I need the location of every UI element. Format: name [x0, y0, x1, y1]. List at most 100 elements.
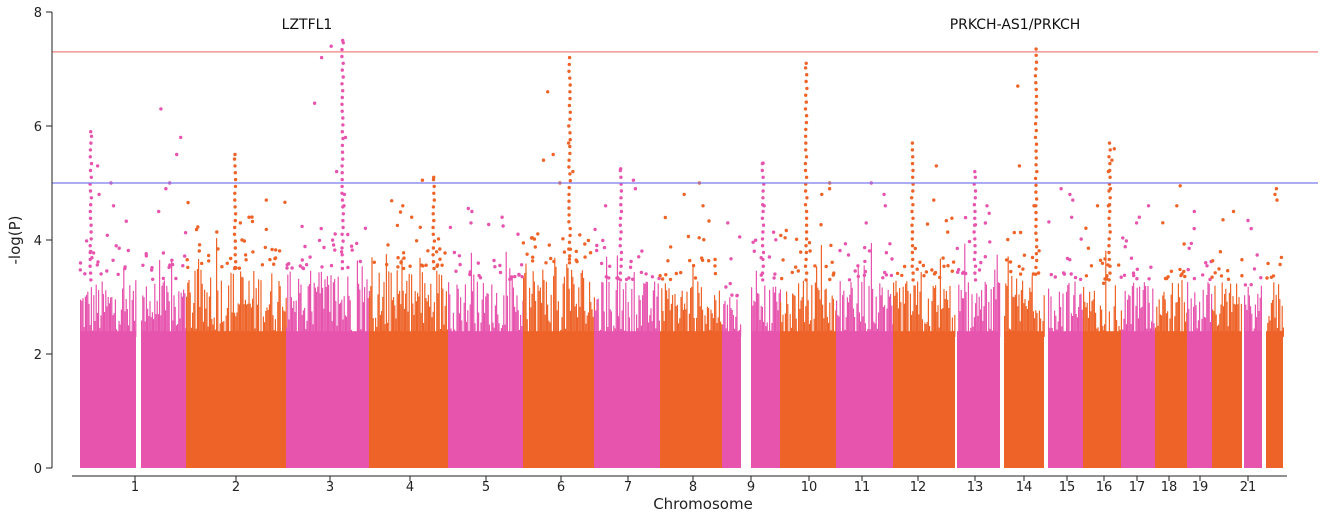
point-streak	[562, 283, 564, 337]
point-streak	[243, 304, 245, 337]
point-streak	[369, 296, 371, 337]
data-point	[1034, 108, 1039, 112]
point-streak	[820, 244, 822, 337]
point-streak	[885, 331, 887, 337]
data-point	[796, 269, 800, 273]
point-streak	[906, 281, 908, 337]
point-streak	[1143, 282, 1145, 337]
point-streak	[1067, 285, 1069, 337]
point-streak	[1267, 322, 1269, 337]
point-streak	[1181, 280, 1183, 337]
point-streak	[720, 321, 722, 337]
data-point	[1100, 261, 1105, 265]
point-streak	[1069, 335, 1071, 337]
point-streak	[487, 293, 489, 337]
data-point	[738, 235, 742, 239]
data-point	[639, 270, 644, 275]
data-point	[730, 293, 734, 297]
point-cloud	[448, 331, 523, 468]
data-point	[308, 255, 312, 259]
point-streak	[1162, 295, 1164, 337]
data-point	[501, 224, 505, 228]
data-point	[838, 248, 842, 253]
data-point	[1004, 258, 1009, 262]
data-point	[1034, 149, 1038, 153]
point-streak	[1250, 306, 1252, 337]
point-streak	[128, 325, 130, 337]
point-streak	[643, 283, 645, 337]
point-streak	[1142, 289, 1144, 337]
data-point	[804, 257, 808, 262]
point-streak	[1182, 332, 1184, 337]
data-point	[918, 260, 922, 264]
data-point	[588, 251, 593, 255]
data-point	[561, 237, 565, 241]
data-point	[340, 198, 345, 202]
data-point	[761, 278, 765, 282]
point-streak	[229, 331, 231, 337]
data-point	[243, 253, 248, 257]
point-streak	[662, 311, 664, 337]
point-streak	[364, 287, 366, 337]
data-point	[1252, 267, 1257, 271]
point-streak	[638, 295, 640, 337]
data-point	[567, 261, 572, 265]
point-streak	[362, 302, 364, 337]
data-point	[1107, 155, 1111, 159]
point-streak	[120, 309, 122, 337]
point-streak	[1148, 302, 1150, 337]
point-streak	[307, 286, 309, 337]
data-point	[329, 263, 334, 268]
point-streak	[319, 293, 321, 337]
point-streak	[729, 297, 731, 337]
point-streak	[1176, 302, 1178, 337]
x-tick-label: 14	[1016, 480, 1033, 495]
data-point	[1033, 74, 1038, 78]
point-streak	[408, 273, 410, 337]
point-streak	[1052, 333, 1054, 337]
point-streak	[1107, 334, 1109, 337]
point-streak	[685, 309, 687, 337]
point-streak	[633, 272, 635, 337]
point-streak	[778, 293, 780, 337]
point-streak	[132, 291, 134, 337]
data-point	[88, 209, 93, 214]
data-point	[1047, 220, 1051, 224]
data-point	[713, 257, 717, 262]
data-point	[805, 73, 809, 77]
data-point	[583, 255, 587, 259]
point-streak	[971, 294, 973, 337]
point-streak	[805, 306, 807, 337]
point-streak	[1212, 309, 1214, 337]
point-streak	[282, 306, 284, 337]
data-point	[864, 221, 868, 225]
point-streak	[843, 290, 845, 337]
point-streak	[1203, 316, 1205, 337]
data-point	[973, 264, 978, 268]
data-point	[340, 253, 344, 257]
point-streak	[718, 290, 720, 337]
data-point	[883, 270, 887, 275]
data-point	[1033, 176, 1038, 181]
data-point	[804, 278, 808, 282]
data-point	[1022, 253, 1027, 257]
data-point	[207, 259, 211, 263]
data-point	[232, 157, 237, 161]
point-streak	[260, 280, 262, 337]
data-point	[457, 254, 462, 258]
point-streak	[1128, 294, 1130, 337]
data-point	[124, 219, 128, 223]
point-streak	[1025, 306, 1027, 337]
data-point	[574, 249, 578, 254]
data-point	[932, 198, 936, 202]
point-streak	[590, 301, 592, 337]
point-streak	[642, 295, 644, 337]
data-point	[1018, 272, 1023, 276]
point-streak	[515, 311, 517, 337]
data-point	[89, 161, 94, 166]
point-streak	[984, 281, 986, 337]
point-streak	[551, 335, 553, 337]
data-point	[233, 152, 237, 157]
point-streak	[566, 263, 568, 337]
point-streak	[873, 321, 875, 337]
